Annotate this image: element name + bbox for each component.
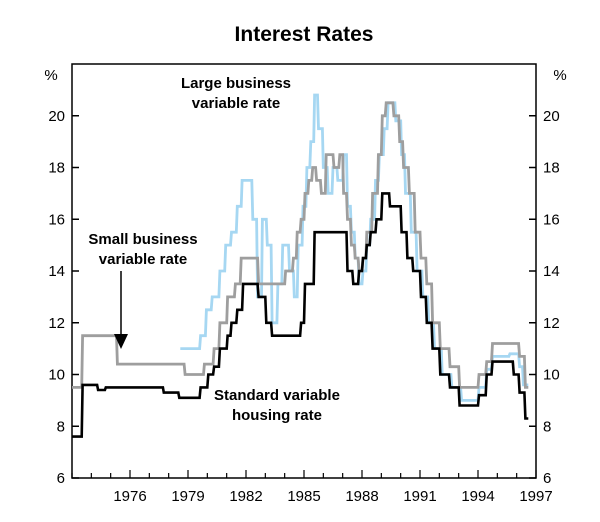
chart-title: Interest Rates	[235, 23, 374, 46]
y-axis-unit-right: %	[553, 67, 566, 84]
x-tick-label: 1988	[345, 488, 378, 505]
small-rate-series-line	[72, 101, 529, 389]
y-tick-right-label: 14	[543, 263, 560, 280]
series-layer	[72, 93, 529, 438]
x-tick-label: 1979	[171, 488, 204, 505]
y-tick-left-label: 18	[48, 160, 65, 177]
y-tick-right-label: 16	[543, 211, 560, 228]
y-tick-right-label: 8	[543, 418, 551, 435]
x-tick-label: 1994	[461, 488, 494, 505]
y-tick-right-label: 12	[543, 315, 560, 332]
y-tick-right-label: 10	[543, 367, 560, 384]
x-tick-label: 1997	[519, 488, 552, 505]
y-tick-right-label: 18	[543, 160, 560, 177]
y-axis-unit-left: %	[44, 67, 57, 84]
housing-rate-label-line1: Standard variable	[214, 387, 340, 404]
y-axis-left: 6 8 10 12 14 16 18 20	[48, 108, 79, 487]
y-tick-left-label: 10	[48, 367, 65, 384]
y-tick-left-label: 20	[48, 108, 65, 125]
y-tick-left-label: 12	[48, 315, 65, 332]
y-tick-left-label: 6	[57, 470, 65, 487]
y-tick-right-label: 20	[543, 108, 560, 125]
y-tick-left-label: 8	[57, 418, 65, 435]
x-tick-label: 1982	[229, 488, 262, 505]
small-business-label-line2: variable rate	[99, 251, 187, 268]
y-axis-right: 6 8 10 12 14 16 18 20	[529, 108, 560, 487]
x-tick-label: 1991	[403, 488, 436, 505]
y-tick-right-label: 6	[543, 470, 551, 487]
large-business-label-line1: Large business	[181, 75, 291, 92]
x-tick-label: 1976	[113, 488, 146, 505]
x-tick-label: 1985	[287, 488, 320, 505]
housing-rate-label-line2: housing rate	[232, 407, 322, 424]
large-business-label-line2: variable rate	[192, 95, 280, 112]
small-business-pointer-arrowhead	[114, 334, 128, 349]
housing-rate-series-line	[72, 192, 529, 438]
y-tick-left-label: 16	[48, 211, 65, 228]
x-axis: 1976 1979 1982 1985 1988 1991 1994 1997	[71, 470, 553, 505]
small-business-label-line1: Small business	[88, 231, 197, 248]
y-tick-left-label: 14	[48, 263, 65, 280]
